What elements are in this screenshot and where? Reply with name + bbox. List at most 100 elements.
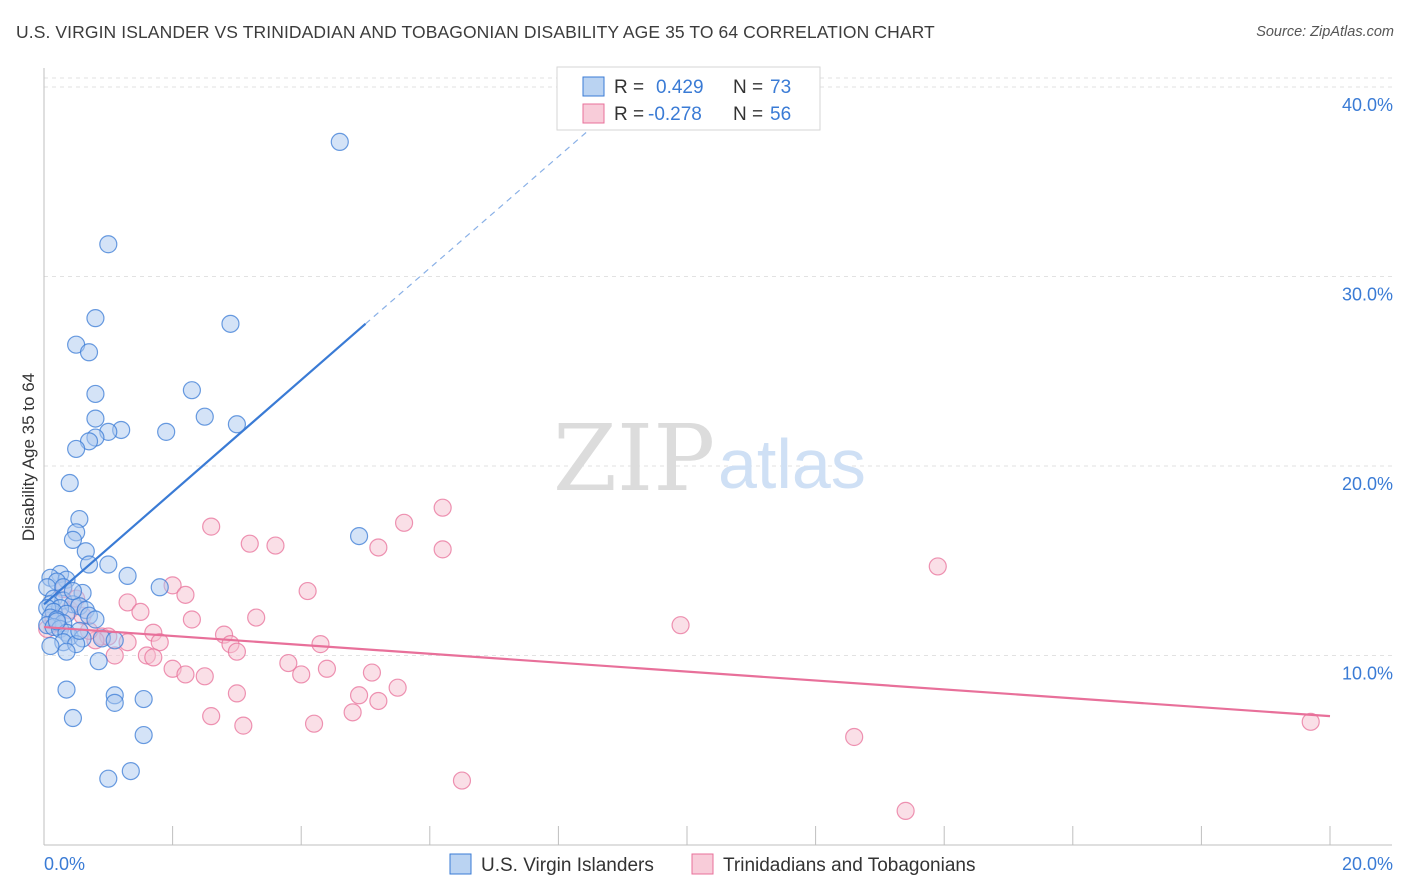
stats-pink-r-label: R = [614,104,644,125]
point-trinidadians [362,663,382,682]
point-trinidadians [227,642,246,661]
y-axis-title: Disability Age 35 to 64 [19,373,38,541]
point-trinidadians [131,602,150,622]
point-virgin-islanders [63,530,83,549]
stats-blue-n-label: N = [733,77,763,98]
y-tick-label: 40.0% [1342,95,1393,115]
point-trinidadians [394,513,414,532]
point-virgin-islanders [86,409,105,428]
chart-title: U.S. VIRGIN ISLANDER VS TRINIDADIAN AND … [16,22,935,42]
stats-blue-swatch [582,76,605,97]
source-label: Source: ZipAtlas.com [1256,24,1394,40]
point-virgin-islanders [105,693,124,712]
point-trinidadians [343,703,362,722]
point-trinidadians [234,716,253,735]
point-virgin-islanders [86,309,105,328]
point-trinidadians [317,659,337,678]
point-trinidadians [182,610,201,629]
point-virgin-islanders [121,761,140,781]
point-virgin-islanders [118,566,137,585]
watermark: ZIP atlas [553,405,866,512]
point-trinidadians [671,616,690,635]
point-virgin-islanders [157,422,176,441]
point-virgin-islanders [57,680,76,699]
point-virgin-islanders [99,769,118,788]
point-trinidadians [311,635,330,654]
legend-label-virgin-islanders: U.S. Virgin Islanders [481,855,654,876]
stats-blue-n-value: 73 [770,77,791,98]
stats-blue-r-label: R = [614,77,644,98]
point-trinidadians [369,538,388,557]
point-trinidadians [928,557,947,576]
point-trinidadians [452,771,472,790]
stats-pink-n-label: N = [733,104,763,125]
series-virgin-islanders-points [38,132,369,788]
point-trinidadians [118,593,137,612]
point-virgin-islanders [134,689,153,709]
point-trinidadians [227,684,246,703]
point-virgin-islanders [57,642,76,661]
y-tick-labels: 10.0% 20.0% 30.0% 40.0% [1342,95,1393,684]
point-trinidadians [144,648,163,667]
point-virgin-islanders [89,652,108,671]
point-virgin-islanders [99,555,118,574]
point-trinidadians [1301,712,1320,731]
point-virgin-islanders [79,343,99,362]
point-virgin-islanders [105,631,124,650]
point-virgin-islanders [227,415,246,434]
legend-swatch-trinidadians [691,853,714,875]
legend: U.S. Virgin Islanders Trinidadians and T… [449,853,975,876]
point-trinidadians [202,707,221,726]
point-trinidadians [433,540,452,559]
stats-pink-r-value: -0.278 [648,104,702,125]
y-tick-label: 20.0% [1342,474,1393,494]
point-trinidadians [279,653,298,673]
stats-box: R = 0.429 N = 73 R = -0.278 N = 56 [556,66,821,131]
y-tick-label: 10.0% [1342,663,1393,683]
x-tick-label: 0.0% [44,854,85,874]
point-virgin-islanders [349,526,369,546]
point-trinidadians [247,608,266,627]
point-trinidadians [105,646,124,665]
grid-lines [44,77,1392,656]
point-virgin-islanders [63,581,83,601]
point-virgin-islanders [86,610,105,629]
point-virgin-islanders [150,578,169,597]
point-virgin-islanders [60,473,79,493]
point-trinidadians [195,667,214,686]
point-virgin-islanders [134,725,153,745]
stats-pink-n-value: 56 [770,104,791,125]
point-virgin-islanders [63,708,83,728]
point-virgin-islanders [195,407,214,426]
stats-blue-r-value: 0.429 [656,77,704,98]
point-trinidadians [176,585,195,604]
x-tick-labels: 0.0% 20.0% [44,854,1393,874]
trend-line-virgin-islanders-extension [365,128,591,325]
axes [43,68,1392,846]
stats-pink-swatch [582,103,605,124]
point-virgin-islanders [47,612,66,631]
watermark-zip: ZIP [553,405,715,512]
point-virgin-islanders [41,636,60,656]
point-trinidadians [298,581,317,601]
point-trinidadians [292,665,311,684]
point-trinidadians [845,727,864,747]
point-trinidadians [304,714,324,733]
point-virgin-islanders [330,132,349,152]
watermark-atlas: atlas [718,425,866,503]
point-trinidadians [202,517,221,536]
point-virgin-islanders [99,235,118,254]
point-virgin-islanders [221,314,240,333]
series-trinidadians-points [38,498,1320,820]
point-trinidadians [176,665,195,684]
x-tick-marks [43,826,1331,845]
x-tick-label: 20.0% [1342,854,1393,874]
point-trinidadians [369,691,388,711]
legend-label-trinidadians: Trinidadians and Tobagonians [723,855,975,876]
point-virgin-islanders [67,439,86,459]
point-virgin-islanders [86,384,105,404]
point-virgin-islanders [182,381,201,400]
y-tick-label: 30.0% [1342,284,1393,304]
trend-line-trinidadians [43,625,1331,718]
